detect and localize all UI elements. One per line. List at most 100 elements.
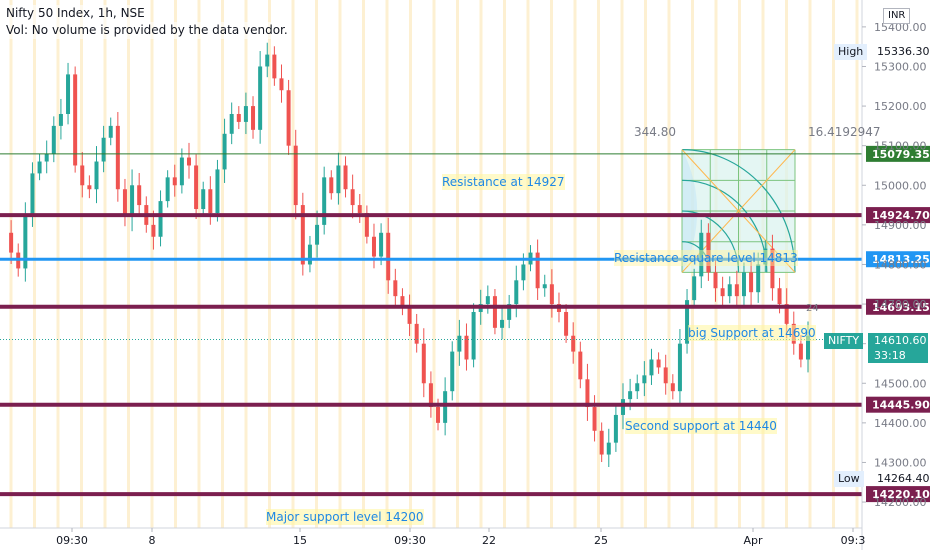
level-price-tag-bg: [866, 207, 930, 224]
candle-body: [727, 284, 732, 297]
level-price-tag: 14445.90: [872, 399, 930, 412]
candle-body: [151, 224, 156, 237]
candle-body: [307, 244, 312, 265]
candle-body: [507, 304, 512, 320]
candle-body: [749, 272, 754, 293]
candle-body: [649, 359, 654, 376]
candle-body: [37, 161, 42, 174]
candle-body: [165, 177, 170, 202]
candle-body: [428, 383, 433, 408]
candle-body: [457, 335, 462, 352]
symbol-badge: NIFTY: [824, 333, 864, 349]
candle-body: [80, 165, 85, 186]
candle-body: [23, 216, 28, 269]
candle-body: [599, 430, 604, 455]
currency-label[interactable]: INR: [883, 8, 911, 24]
candle-body: [635, 383, 640, 392]
candle-body: [713, 272, 718, 289]
candle-body: [777, 288, 782, 305]
candle-body: [514, 280, 519, 305]
low-label: Low: [834, 471, 864, 487]
price-tick-label: 14900.00: [874, 219, 927, 232]
candle-body: [179, 157, 184, 186]
candle-body: [371, 236, 376, 257]
annotation-resistance-14927[interactable]: Resistance at 14927: [442, 174, 565, 190]
candle-body: [450, 351, 455, 392]
price-tick-label: 15200.00: [874, 100, 927, 113]
candle-body: [286, 90, 291, 146]
candle-body: [578, 351, 583, 380]
level-price-tag: 15079.35: [872, 148, 930, 161]
time-tick-label: Apr: [743, 534, 763, 547]
candle-body: [670, 383, 675, 392]
candle-body: [300, 205, 305, 265]
candle-body: [699, 232, 704, 277]
candle-body: [208, 189, 213, 213]
time-tick-label: 25: [594, 534, 608, 547]
candle-body: [628, 391, 633, 400]
candle-body: [137, 185, 142, 206]
candle-body: [685, 300, 690, 344]
candle-body: [521, 264, 526, 281]
candle-body: [329, 177, 334, 194]
candle-body: [30, 173, 35, 217]
level-price-tag-bg: [866, 298, 930, 315]
candle-body: [763, 248, 768, 265]
level-price-tag: 14693.15: [872, 301, 930, 314]
candle-body: [243, 106, 248, 122]
candle-body: [443, 391, 448, 423]
price-tick-label: 14200.00: [874, 496, 927, 509]
candle-body: [265, 54, 270, 67]
candle-body: [101, 137, 106, 162]
candle-body: [122, 189, 127, 217]
vertical-gridlines: [9, 0, 859, 528]
time-tick-label: 09:30: [394, 534, 426, 547]
low-value: 14264.40: [877, 472, 930, 485]
level-price-tag-bg: [866, 486, 930, 503]
price-tick-label: 15400.00: [874, 21, 927, 34]
last-price: 14610.60: [874, 334, 927, 347]
price-axis[interactable]: 15400.00 15300.00 15200.00 15100.00 15000.00…: [861, 0, 927, 550]
candle-body: [87, 185, 92, 190]
gann-left-value: 344.80: [634, 125, 676, 139]
price-tick-label: 14500.00: [874, 377, 927, 390]
candle-body: [692, 276, 697, 301]
level-price-tag-bg: [866, 145, 930, 162]
candle-body: [279, 78, 284, 91]
time-tick-label: 15: [293, 534, 307, 547]
candle-body: [720, 288, 725, 297]
time-axis[interactable]: 09:30 8 15 09:30 22 25 Apr 09:3: [0, 527, 866, 547]
candle-body: [51, 125, 56, 154]
candle-body: [58, 113, 63, 126]
bar-countdown: 33:18: [874, 349, 906, 362]
candle-body: [364, 212, 369, 237]
candle-body: [734, 284, 739, 297]
candle-body: [258, 66, 263, 130]
candle-body: [357, 205, 362, 213]
candle-body: [407, 308, 412, 324]
time-tick-label: 8: [149, 534, 156, 547]
annotation-support-14690[interactable]: big Support at 14690: [688, 325, 816, 341]
level-price-tag-bg: [866, 396, 930, 413]
high-label: High: [834, 44, 868, 60]
last-price-box: 14610.60 33:18: [868, 333, 928, 363]
annotation-major-support-14200[interactable]: Major support level 14200: [266, 509, 424, 525]
candle-body: [44, 153, 49, 162]
candle-body: [414, 323, 419, 344]
time-tick-label: 22: [482, 534, 496, 547]
annotation-square-level-14813[interactable]: Resistance square level 14813: [614, 250, 798, 266]
candle-body: [350, 189, 355, 206]
annotation-support-14440[interactable]: Second support at 14440: [625, 418, 777, 434]
candle-body: [542, 284, 547, 289]
candle-body: [94, 161, 99, 190]
candle-body: [500, 319, 505, 328]
candle-body: [400, 296, 405, 309]
horizontal-levels[interactable]: 15079.35 14924.70 14813.25 14693.15 14445.90…: [0, 145, 930, 503]
candle-body: [336, 165, 341, 194]
candle-body: [571, 335, 576, 352]
time-tick-label: 09:3: [841, 534, 866, 547]
candle-body: [535, 252, 540, 289]
level-price-tag: 14220.10: [872, 488, 930, 501]
candle-body: [251, 106, 256, 130]
